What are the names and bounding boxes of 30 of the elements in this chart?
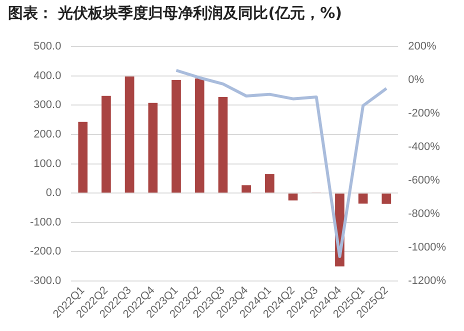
y-tick-label: 100.0: [34, 158, 62, 170]
y2-tick-label: -1000%: [408, 242, 446, 254]
y-tick-label: 0.0: [46, 187, 62, 200]
y2-tick-label: -400%: [408, 141, 440, 154]
bar: [194, 78, 204, 193]
y2-tick-label: -1200%: [408, 275, 446, 288]
bar: [124, 76, 134, 193]
y2-tick-label: -200%: [408, 108, 440, 120]
y-tick-label: -200.0: [30, 246, 62, 258]
bar: [148, 102, 158, 193]
y-tick-label: 500.0: [34, 40, 62, 53]
chart-title: 图表： 光伏板块季度归母净利润及同比(亿元，%): [8, 4, 342, 23]
bar: [102, 96, 111, 193]
bar: [264, 174, 274, 193]
bar: [78, 122, 88, 193]
y2-tick-label: -600%: [408, 174, 440, 187]
bar: [288, 194, 298, 200]
bar: [172, 80, 181, 193]
bar: [242, 185, 251, 193]
y-tick-label: 300.0: [34, 99, 62, 112]
bar: [382, 194, 392, 204]
y2-tick-label: -800%: [408, 208, 440, 220]
y-tick-label: -100.0: [30, 216, 62, 228]
y-tick-label: 200.0: [34, 128, 62, 141]
y-tick-label: 400.0: [34, 70, 62, 82]
y-tick-label: -300.0: [30, 275, 62, 288]
bar: [218, 96, 228, 193]
y2-tick-label: 200%: [408, 40, 436, 53]
y2-tick-label: 0%: [408, 74, 424, 86]
bar: [358, 194, 368, 204]
